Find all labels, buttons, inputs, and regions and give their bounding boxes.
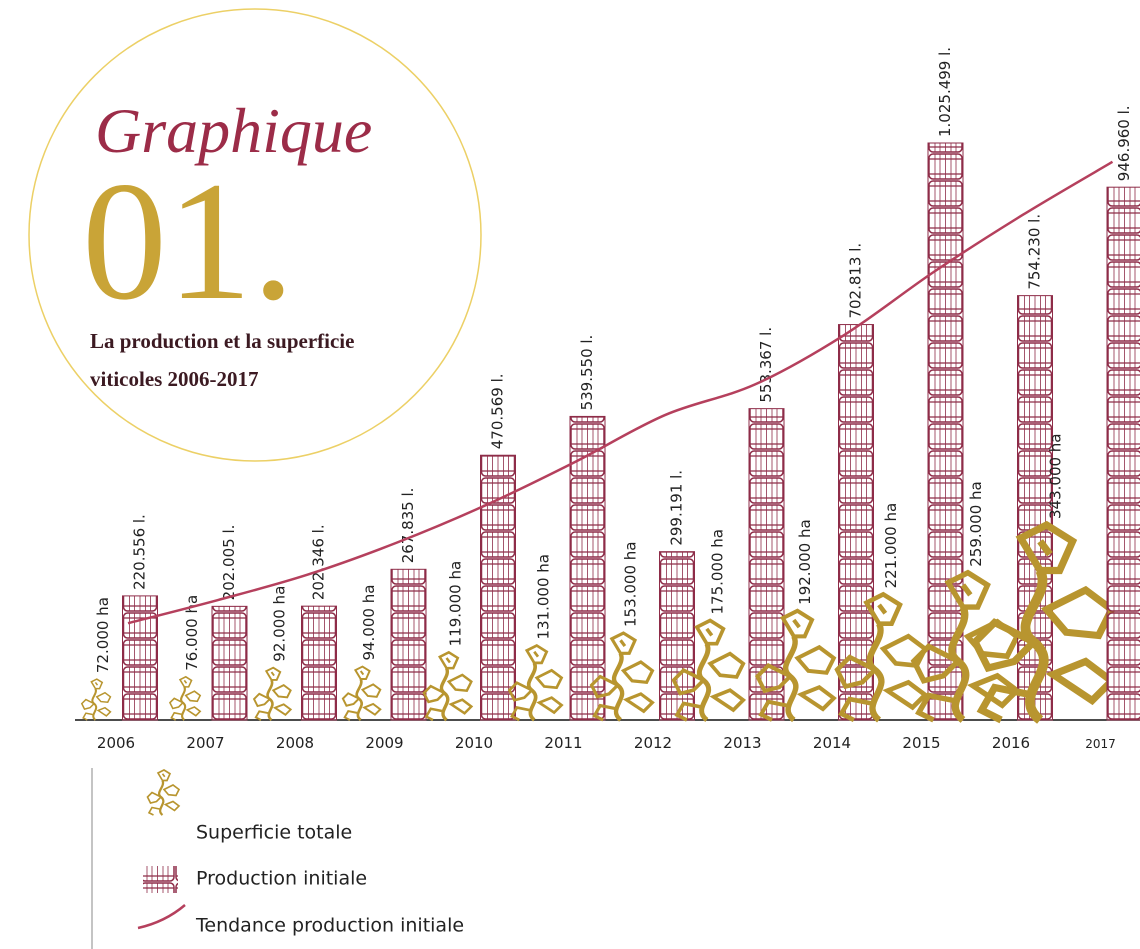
vine-icon	[424, 652, 471, 720]
production-bar	[123, 596, 158, 720]
superficie-label: 72.000 ha	[94, 597, 112, 673]
x-tick-label: 2011	[544, 734, 582, 752]
vine-icon	[509, 646, 561, 720]
x-tick-label: 2006	[97, 734, 135, 752]
production-label: 553.367 l.	[757, 327, 775, 403]
legend-label: Superficie totale	[196, 822, 352, 844]
vine-shape	[170, 677, 200, 720]
production-label: 702.813 l.	[847, 243, 865, 319]
production-label: 299.191 l.	[668, 470, 686, 546]
superficie-label: 343.000 ha	[1046, 434, 1064, 520]
legend-label: Tendance production initiale	[195, 915, 464, 937]
vine-shape	[254, 668, 291, 720]
superficie-label: 131.000 ha	[534, 554, 552, 640]
trend-legend	[138, 905, 185, 928]
superficie-label: 119.000 ha	[446, 561, 464, 647]
production-label: 267.835 l.	[399, 488, 417, 564]
x-tick-label: 2007	[186, 734, 224, 752]
x-tick-label: 2012	[634, 734, 672, 752]
superficie-label: 221.000 ha	[882, 503, 900, 589]
superficie-label: 259.000 ha	[967, 481, 985, 567]
superficie-label: 192.000 ha	[796, 519, 814, 605]
barrel-legend	[143, 866, 178, 893]
superficie-label: 153.000 ha	[621, 542, 639, 628]
vine-icon	[343, 667, 380, 720]
title-number: 01.	[82, 147, 295, 335]
production-label: 202.346 l.	[310, 524, 328, 600]
subtitle: La production et la superficie viticoles…	[90, 322, 360, 398]
x-tick-label: 2010	[455, 734, 493, 752]
vine-shape	[343, 667, 380, 720]
x-tick-label: 2015	[902, 734, 940, 752]
production-bar	[1107, 187, 1140, 720]
x-tick-label: 2014	[813, 734, 851, 752]
page: Graphique 01. 200672.000 ha220.556 l.200…	[0, 0, 1140, 949]
production-bar	[391, 569, 426, 720]
vine-shape	[509, 646, 561, 720]
vine-icon	[170, 677, 200, 720]
vine-shape	[424, 652, 471, 720]
superficie-label: 175.000 ha	[708, 529, 726, 615]
vine-icon	[82, 679, 111, 720]
chart: Graphique 01. 200672.000 ha220.556 l.200…	[0, 0, 1140, 949]
vine-shape	[148, 770, 180, 815]
x-tick-label: 2008	[276, 734, 314, 752]
superficie-label: 94.000 ha	[360, 585, 378, 661]
x-tick-label: 2017	[1085, 737, 1116, 751]
production-bar	[302, 606, 337, 720]
production-label: 220.556 l.	[131, 514, 149, 590]
superficie-label: 92.000 ha	[271, 586, 289, 662]
production-label: 202.005 l.	[220, 525, 238, 601]
production-bar	[212, 606, 247, 720]
production-label: 946.960 l.	[1115, 105, 1133, 181]
production-label: 1.025.499 l.	[936, 47, 954, 137]
production-label: 539.550 l.	[578, 335, 596, 411]
legend-label: Production initiale	[196, 868, 367, 890]
vine-shape	[82, 679, 111, 720]
x-tick-label: 2009	[365, 734, 403, 752]
production-bar	[660, 552, 695, 720]
vine-icon-legend	[148, 770, 180, 815]
production-bar	[749, 409, 784, 720]
production-label: 754.230 l.	[1026, 214, 1044, 290]
x-tick-label: 2013	[723, 734, 761, 752]
production-label: 470.569 l.	[489, 373, 507, 449]
vine-icon	[254, 668, 291, 720]
x-tick-label: 2016	[992, 734, 1030, 752]
